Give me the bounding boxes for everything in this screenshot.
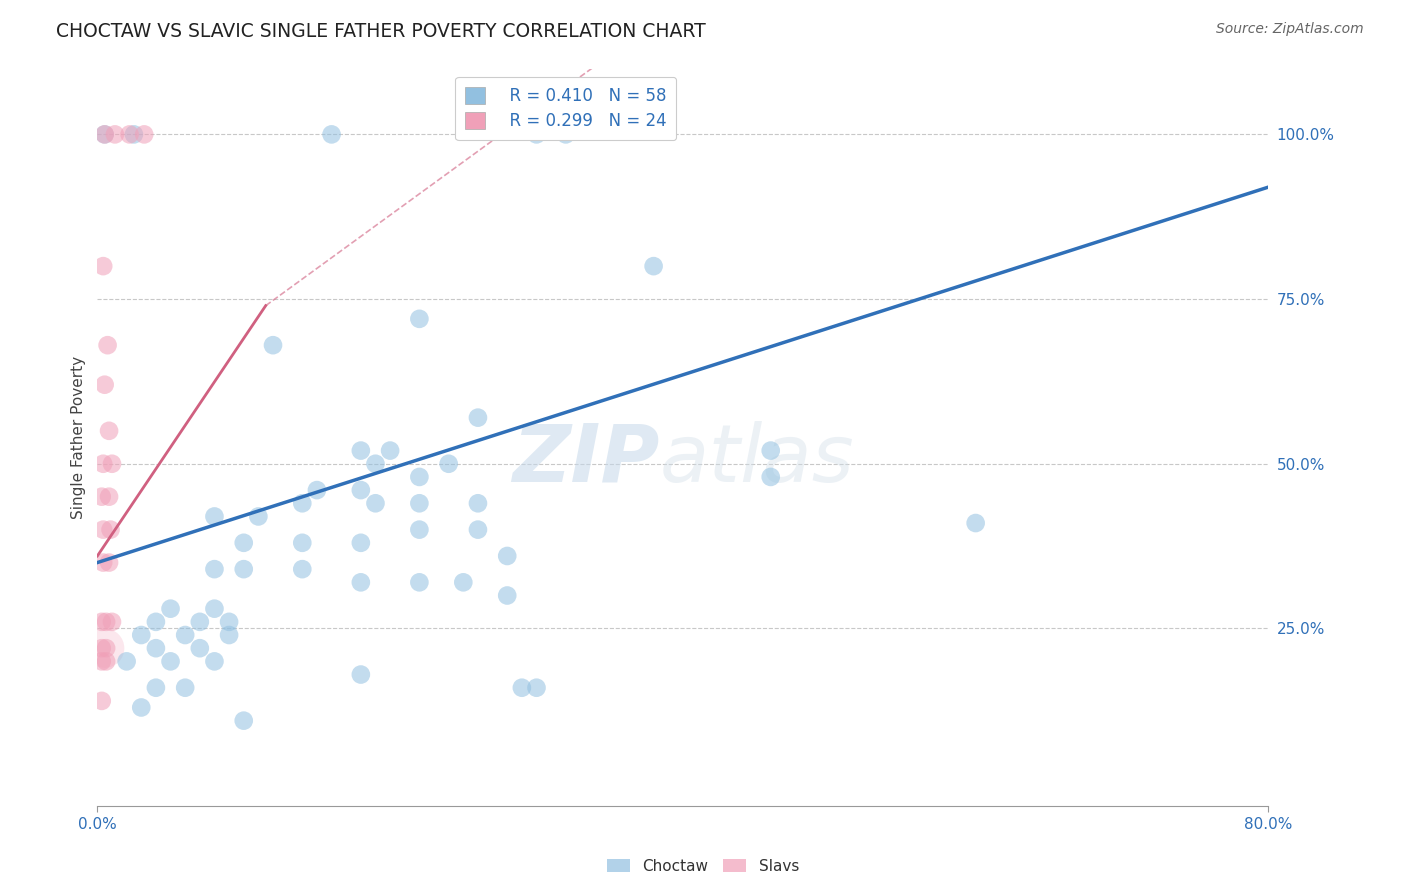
Point <box>218 615 240 629</box>
Point <box>378 443 401 458</box>
Point <box>247 509 270 524</box>
Legend: Choctaw, Slavs: Choctaw, Slavs <box>600 853 806 880</box>
Point <box>129 700 152 714</box>
Point <box>204 654 226 668</box>
Point <box>115 654 138 668</box>
Point <box>408 311 430 326</box>
Point <box>90 694 112 708</box>
Point <box>174 681 197 695</box>
Point <box>93 128 115 142</box>
Point <box>159 601 181 615</box>
Point <box>408 575 430 590</box>
Point <box>965 516 987 530</box>
Point <box>94 654 117 668</box>
Point <box>467 523 489 537</box>
Point <box>98 490 121 504</box>
Point <box>93 377 115 392</box>
Point <box>204 601 226 615</box>
Point <box>350 667 373 681</box>
Point <box>93 128 115 142</box>
Point <box>122 128 145 142</box>
Point <box>91 259 114 273</box>
Point <box>643 259 665 273</box>
Point <box>496 549 519 563</box>
Point <box>554 128 576 142</box>
Point <box>218 628 240 642</box>
Point <box>91 523 114 537</box>
Point <box>145 681 167 695</box>
Point <box>467 496 489 510</box>
Point <box>204 562 226 576</box>
Text: CHOCTAW VS SLAVIC SINGLE FATHER POVERTY CORRELATION CHART: CHOCTAW VS SLAVIC SINGLE FATHER POVERTY … <box>56 22 706 41</box>
Y-axis label: Single Father Poverty: Single Father Poverty <box>72 356 86 519</box>
Point <box>291 562 314 576</box>
Point <box>90 654 112 668</box>
Point <box>364 496 387 510</box>
Point <box>232 562 254 576</box>
Point <box>98 556 121 570</box>
Point <box>98 424 121 438</box>
Text: Source: ZipAtlas.com: Source: ZipAtlas.com <box>1216 22 1364 37</box>
Point <box>90 490 112 504</box>
Point <box>350 483 373 497</box>
Point <box>291 496 314 510</box>
Text: atlas: atlas <box>659 420 855 499</box>
Point <box>408 496 430 510</box>
Point <box>350 443 373 458</box>
Point <box>174 628 197 642</box>
Point <box>134 128 156 142</box>
Text: ZIP: ZIP <box>512 420 659 499</box>
Point <box>101 457 124 471</box>
Point <box>118 128 141 142</box>
Point <box>510 681 533 695</box>
Point <box>90 641 112 656</box>
Point <box>204 509 226 524</box>
Point <box>232 536 254 550</box>
Point <box>90 615 112 629</box>
Point <box>408 523 430 537</box>
Point <box>101 615 124 629</box>
Point <box>262 338 284 352</box>
Point <box>496 589 519 603</box>
Point <box>93 641 115 656</box>
Point <box>232 714 254 728</box>
Point <box>159 654 181 668</box>
Point <box>129 628 152 642</box>
Point <box>759 443 782 458</box>
Point <box>437 457 460 471</box>
Legend:   R = 0.410   N = 58,   R = 0.299   N = 24: R = 0.410 N = 58, R = 0.299 N = 24 <box>456 77 676 140</box>
Point <box>526 681 548 695</box>
Point <box>453 575 475 590</box>
Point <box>408 470 430 484</box>
Point <box>321 128 343 142</box>
Point <box>467 410 489 425</box>
Point <box>350 575 373 590</box>
Point <box>526 128 548 142</box>
Point <box>145 641 167 656</box>
Point <box>91 457 114 471</box>
Point <box>100 523 122 537</box>
Point <box>350 536 373 550</box>
Point <box>305 483 328 497</box>
Point <box>759 470 782 484</box>
Point <box>145 615 167 629</box>
Point <box>188 615 211 629</box>
Point <box>188 641 211 656</box>
Point <box>291 536 314 550</box>
Point <box>364 457 387 471</box>
Point <box>94 615 117 629</box>
Point <box>104 128 127 142</box>
Point <box>91 556 114 570</box>
Point <box>97 338 120 352</box>
Point <box>94 641 117 656</box>
